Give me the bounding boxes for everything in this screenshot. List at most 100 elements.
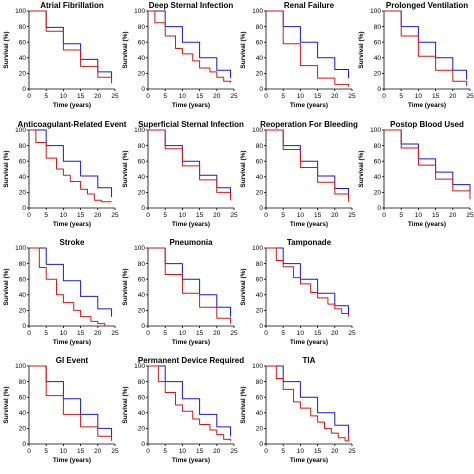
x-tick-label: 5 — [281, 330, 285, 337]
y-tick-label: 60 — [19, 39, 27, 46]
x-axis-label: Time (years) — [408, 221, 446, 228]
survival-curve-2 — [148, 129, 232, 201]
x-tick-label: 20 — [213, 330, 221, 337]
x-tick-label: 5 — [281, 448, 285, 455]
y-tick-label: 60 — [19, 276, 27, 283]
y-tick-label: 100 — [252, 127, 263, 134]
x-tick-label: 25 — [466, 212, 474, 219]
y-tick-label: 0 — [22, 205, 26, 212]
survival-curve-1 — [148, 129, 232, 198]
x-tick-label: 0 — [27, 448, 31, 455]
x-axis-label: Time (years) — [53, 221, 91, 228]
y-tick-label: 60 — [256, 276, 264, 283]
y-tick-label: 20 — [138, 71, 146, 78]
x-tick-label: 20 — [94, 93, 102, 100]
panel-title: Pneumonia — [169, 238, 213, 247]
y-tick-label: 20 — [256, 308, 264, 315]
x-tick-label: 10 — [60, 448, 68, 455]
y-axis-label: Survival (%) — [3, 268, 10, 305]
x-tick-label: 0 — [146, 330, 150, 337]
x-tick-label: 20 — [331, 212, 339, 219]
x-tick-label: 0 — [264, 330, 268, 337]
y-tick-label: 20 — [256, 426, 264, 433]
survival-curve-1 — [148, 365, 232, 437]
x-tick-label: 5 — [44, 448, 48, 455]
panel-10: Pneumonia 0 20 40 60 80 100 0 5 10 15 20 25 Time (yea… — [122, 238, 238, 346]
x-tick-label: 15 — [314, 212, 322, 219]
x-tick-label: 15 — [77, 448, 85, 455]
x-tick-label: 10 — [179, 330, 187, 337]
x-tick-label: 25 — [348, 212, 356, 219]
x-tick-label: 25 — [111, 448, 119, 455]
y-tick-label: 80 — [138, 379, 146, 386]
survival-curve-2 — [29, 365, 113, 441]
x-axis-label: Time (years) — [290, 457, 328, 464]
survival-curve-1 — [29, 247, 113, 317]
x-tick-label: 20 — [331, 448, 339, 455]
y-tick-label: 60 — [256, 394, 264, 401]
y-tick-label: 100 — [252, 363, 263, 370]
x-tick-label: 0 — [27, 93, 31, 100]
y-tick-label: 0 — [141, 441, 145, 448]
x-tick-label: 25 — [348, 448, 356, 455]
survival-curve-2 — [266, 129, 350, 202]
x-tick-label: 25 — [111, 212, 119, 219]
y-tick-label: 40 — [138, 174, 146, 181]
x-tick-label: 10 — [179, 212, 187, 219]
x-tick-label: 25 — [111, 93, 119, 100]
panel-title: Stroke — [60, 238, 85, 247]
survival-curve-1 — [148, 247, 232, 317]
y-tick-label: 40 — [19, 410, 27, 417]
x-tick-label: 15 — [77, 330, 85, 337]
y-tick-label: 100 — [134, 8, 145, 15]
x-axis-label: Time (years) — [53, 457, 91, 464]
survival-curve-1 — [29, 10, 113, 80]
x-axis-label: Time (years) — [290, 339, 328, 346]
panel-12: GI Event 0 20 40 60 80 100 0 5 10 15 20 25 Time (year… — [3, 356, 119, 464]
panel-title: Postop Blood Used — [390, 120, 464, 129]
x-tick-label: 10 — [297, 330, 305, 337]
y-tick-label: 0 — [141, 86, 145, 93]
y-tick-label: 80 — [256, 143, 264, 150]
x-tick-label: 5 — [281, 212, 285, 219]
y-tick-label: 0 — [22, 86, 26, 93]
survival-curve-1 — [266, 129, 350, 198]
y-tick-label: 0 — [259, 205, 263, 212]
y-tick-label: 80 — [374, 143, 382, 150]
y-tick-label: 100 — [15, 8, 26, 15]
survival-curve-2 — [266, 365, 350, 442]
x-tick-label: 25 — [111, 330, 119, 337]
x-axis-label: Time (years) — [172, 339, 210, 346]
y-tick-label: 100 — [15, 363, 26, 370]
y-tick-label: 80 — [256, 379, 264, 386]
x-tick-label: 5 — [44, 93, 48, 100]
y-axis-label: Survival (%) — [358, 31, 365, 68]
y-tick-label: 0 — [259, 323, 263, 330]
x-tick-label: 25 — [230, 93, 238, 100]
y-axis-label: Survival (%) — [240, 386, 247, 423]
x-tick-label: 20 — [94, 330, 102, 337]
panel-3: Renal Failure 0 20 40 60 80 100 0 5 10 15 20 25 Time … — [240, 1, 356, 109]
x-tick-label: 15 — [196, 212, 204, 219]
y-tick-label: 20 — [138, 308, 146, 315]
survival-curve-2 — [148, 247, 232, 324]
y-tick-label: 40 — [19, 174, 27, 181]
x-tick-label: 5 — [163, 330, 167, 337]
x-tick-label: 5 — [399, 93, 403, 100]
y-tick-label: 20 — [374, 71, 382, 78]
panel-title: TIA — [303, 356, 316, 365]
y-tick-label: 100 — [252, 245, 263, 252]
survival-curve-1 — [148, 10, 232, 79]
y-tick-label: 80 — [19, 379, 27, 386]
x-tick-label: 0 — [264, 212, 268, 219]
x-axis-label: Time (years) — [290, 102, 328, 109]
survival-curve-2 — [266, 10, 350, 87]
x-tick-label: 15 — [314, 330, 322, 337]
panel-7: Reoperation For Bleeding 0 20 40 60 80 100 0 5 10… — [240, 120, 358, 228]
y-tick-label: 40 — [374, 174, 382, 181]
x-tick-label: 0 — [146, 212, 150, 219]
x-axis-label: Time (years) — [53, 339, 91, 346]
y-tick-label: 0 — [22, 323, 26, 330]
x-tick-label: 0 — [146, 448, 150, 455]
y-tick-label: 40 — [138, 410, 146, 417]
